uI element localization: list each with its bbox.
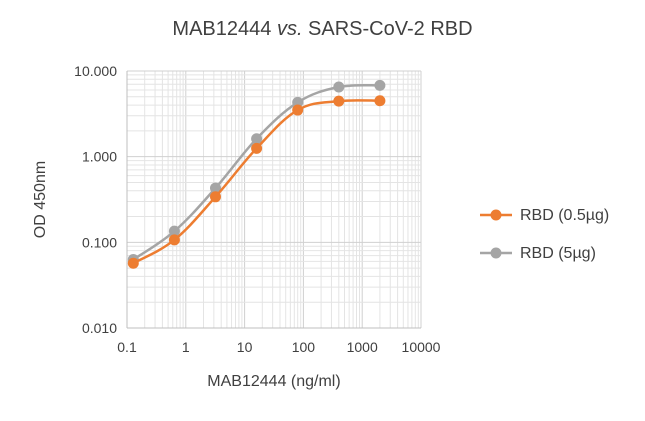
y-tick-label: 10.000 [74, 63, 117, 79]
data-point [210, 191, 222, 203]
data-point [292, 104, 304, 116]
x-tick-label: 10000 [402, 339, 441, 355]
data-point [168, 225, 180, 237]
series-1 [127, 95, 386, 269]
data-point [168, 234, 180, 246]
x-tick-label: 10 [237, 339, 253, 355]
x-tick-label: 1000 [347, 339, 378, 355]
y-tick-label: 1.000 [82, 149, 117, 165]
chart-title-main: MAB12444 [172, 18, 277, 40]
data-point [374, 79, 386, 91]
data-point [251, 133, 263, 145]
x-tick-label: 0.1 [117, 339, 137, 355]
y-tick-label: 0.010 [82, 320, 117, 336]
x-axis-label: MAB12444 (ng/ml) [207, 373, 340, 390]
chart-title-italic: vs. [276, 18, 303, 40]
legend-item: RBD (5µg) [480, 245, 596, 262]
data-point [251, 142, 263, 154]
chart-title-rest: SARS-CoV-2 RBD [302, 18, 473, 40]
chart-title: MAB12444 vs. SARS-CoV-2 RBD [0, 18, 645, 41]
legend-swatch-marker [490, 247, 502, 259]
legend-label: RBD (5µg) [520, 245, 596, 262]
tick-labels: 0.1 1 10 100 1000 10000 0.010 0.100 1.000 10.000 [74, 63, 441, 355]
x-tick-label: 1 [182, 339, 190, 355]
x-tick-label: 100 [292, 339, 316, 355]
series-2 [127, 79, 386, 266]
data-point [127, 257, 139, 269]
data-point [333, 95, 345, 107]
legend: RBD (0.5µg) RBD (5µg) [480, 207, 609, 262]
data-point [333, 81, 345, 93]
legend-label: RBD (0.5µg) [520, 207, 609, 224]
series-layer [127, 79, 386, 269]
data-point [292, 96, 304, 108]
gridlines [126, 70, 422, 329]
axes [126, 71, 421, 329]
data-point [374, 95, 386, 107]
y-tick-label: 0.100 [82, 234, 117, 250]
y-axis-label: OD 450nm [32, 161, 49, 238]
legend-swatch-marker [490, 209, 502, 221]
data-point [210, 182, 222, 194]
legend-item: RBD (0.5µg) [480, 207, 609, 224]
